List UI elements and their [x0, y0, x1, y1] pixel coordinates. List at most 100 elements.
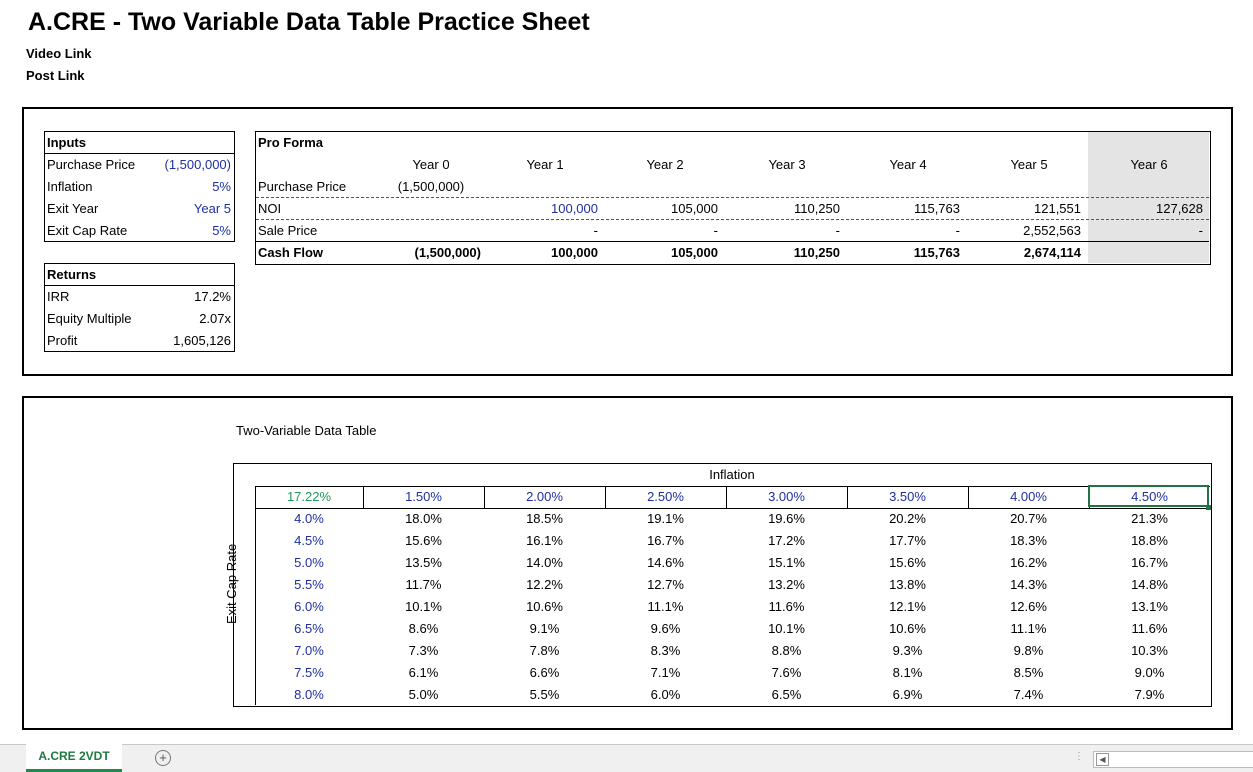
- irr-result-cell[interactable]: 7.3%: [408, 643, 439, 658]
- irr-result-cell[interactable]: 15.6%: [405, 533, 442, 548]
- irr-result-cell[interactable]: 9.3%: [892, 643, 923, 658]
- irr-result-cell[interactable]: 18.3%: [1010, 533, 1047, 548]
- irr-result-cell[interactable]: 15.6%: [889, 555, 926, 570]
- irr-result-cell[interactable]: 11.1%: [1010, 621, 1047, 636]
- irr-result-cell[interactable]: 8.6%: [408, 621, 439, 636]
- cap-rate-cell[interactable]: 4.5%: [294, 533, 324, 548]
- irr-result-cell[interactable]: 7.4%: [1013, 687, 1044, 702]
- irr-result-cell[interactable]: 11.1%: [647, 599, 684, 614]
- irr-result-cell[interactable]: 14.8%: [1131, 577, 1168, 592]
- video-link[interactable]: Video Link: [26, 46, 92, 61]
- datatable-title: Two-Variable Data Table: [236, 423, 377, 438]
- irr-result-cell[interactable]: 7.8%: [529, 643, 560, 658]
- irr-result-cell[interactable]: 18.8%: [1131, 533, 1168, 548]
- proforma-value: -: [713, 223, 718, 238]
- selected-cell: [1088, 485, 1209, 507]
- irr-result-cell[interactable]: 17.7%: [889, 533, 926, 548]
- inflation-axis-label: Inflation: [709, 467, 755, 482]
- irr-result-cell[interactable]: 6.1%: [408, 665, 439, 680]
- plus-circle-icon[interactable]: +: [155, 750, 171, 766]
- post-link[interactable]: Post Link: [26, 68, 85, 83]
- irr-result-cell[interactable]: 9.1%: [529, 621, 560, 636]
- irr-result-cell[interactable]: 15.1%: [768, 555, 805, 570]
- irr-result-cell[interactable]: 17.2%: [768, 533, 805, 548]
- cap-rate-cell[interactable]: 7.5%: [294, 665, 324, 680]
- irr-result-cell[interactable]: 6.6%: [529, 665, 560, 680]
- input-value[interactable]: Year 5: [193, 201, 231, 216]
- scroll-left-icon[interactable]: ◀: [1096, 753, 1109, 766]
- cashflow-rule: [256, 241, 1209, 242]
- cap-rate-cell[interactable]: 4.0%: [294, 511, 324, 526]
- input-value[interactable]: (1,500,000): [164, 157, 232, 172]
- cap-rate-cell[interactable]: 6.5%: [294, 621, 324, 636]
- input-value[interactable]: 5%: [212, 179, 231, 194]
- irr-result-cell[interactable]: 10.1%: [768, 621, 805, 636]
- irr-result-cell[interactable]: 13.1%: [1131, 599, 1168, 614]
- irr-result-cell[interactable]: 11.6%: [768, 599, 805, 614]
- irr-result-cell[interactable]: 9.8%: [1013, 643, 1044, 658]
- cap-rate-cell[interactable]: 8.0%: [294, 687, 324, 702]
- irr-result-cell[interactable]: 18.5%: [526, 511, 563, 526]
- irr-result-cell[interactable]: 20.7%: [1010, 511, 1047, 526]
- irr-result-cell[interactable]: 8.1%: [892, 665, 923, 680]
- cap-rate-cell[interactable]: 6.0%: [294, 599, 324, 614]
- irr-result-cell[interactable]: 12.6%: [1010, 599, 1047, 614]
- irr-result-cell[interactable]: 13.2%: [768, 577, 805, 592]
- input-label: Exit Cap Rate: [47, 223, 128, 238]
- irr-result-cell[interactable]: 11.7%: [405, 577, 442, 592]
- irr-result-cell[interactable]: 20.2%: [889, 511, 926, 526]
- proforma-header: Pro Forma: [258, 135, 324, 150]
- irr-result-cell[interactable]: 10.6%: [526, 599, 563, 614]
- cap-rate-cell[interactable]: 5.5%: [294, 577, 324, 592]
- irr-result-cell[interactable]: 11.6%: [1131, 621, 1168, 636]
- irr-result-cell[interactable]: 16.2%: [1010, 555, 1047, 570]
- irr-result-cell[interactable]: 9.0%: [1134, 665, 1165, 680]
- irr-result-cell[interactable]: 12.2%: [526, 577, 563, 592]
- inflation-header-cell[interactable]: 2.00%: [526, 489, 563, 504]
- horizontal-scrollbar[interactable]: ◀: [1093, 751, 1253, 768]
- input-value[interactable]: 5%: [212, 223, 231, 238]
- irr-result-cell[interactable]: 6.0%: [650, 687, 681, 702]
- irr-result-cell[interactable]: 19.6%: [768, 511, 805, 526]
- irr-result-cell[interactable]: 7.9%: [1134, 687, 1165, 702]
- irr-result-cell[interactable]: 9.6%: [650, 621, 681, 636]
- irr-result-cell[interactable]: 10.3%: [1131, 643, 1168, 658]
- irr-result-cell[interactable]: 16.7%: [1131, 555, 1168, 570]
- irr-result-cell[interactable]: 6.5%: [771, 687, 802, 702]
- irr-result-cell[interactable]: 8.8%: [771, 643, 802, 658]
- inflation-header-cell[interactable]: 1.50%: [405, 489, 442, 504]
- irr-result-cell[interactable]: 13.8%: [889, 577, 926, 592]
- irr-result-cell[interactable]: 5.5%: [529, 687, 560, 702]
- irr-result-cell[interactable]: 6.9%: [892, 687, 923, 702]
- irr-result-cell[interactable]: 5.0%: [408, 687, 439, 702]
- irr-result-cell[interactable]: 10.6%: [889, 621, 926, 636]
- irr-result-cell[interactable]: 10.1%: [405, 599, 442, 614]
- irr-result-cell[interactable]: 12.1%: [889, 599, 926, 614]
- irr-result-cell[interactable]: 16.1%: [526, 533, 563, 548]
- irr-result-cell[interactable]: 19.1%: [647, 511, 684, 526]
- irr-result-cell[interactable]: 16.7%: [647, 533, 684, 548]
- irr-result-cell[interactable]: 13.5%: [405, 555, 442, 570]
- sheet-tab-acre-2vdt[interactable]: A.CRE 2VDT: [26, 744, 122, 772]
- irr-result-cell[interactable]: 18.0%: [405, 511, 442, 526]
- irr-result-cell[interactable]: 7.6%: [771, 665, 802, 680]
- datatable-corner-formula[interactable]: 17.22%: [286, 489, 332, 504]
- cap-rate-cell[interactable]: 5.0%: [294, 555, 324, 570]
- irr-result-cell[interactable]: 14.0%: [526, 555, 563, 570]
- inflation-header-cell[interactable]: 4.50%: [1131, 489, 1168, 504]
- irr-result-cell[interactable]: 21.3%: [1131, 511, 1168, 526]
- cap-rate-cell[interactable]: 7.0%: [294, 643, 324, 658]
- irr-result-cell[interactable]: 14.6%: [647, 555, 684, 570]
- inflation-header-cell[interactable]: 2.50%: [647, 489, 684, 504]
- inflation-header-cell[interactable]: 3.50%: [889, 489, 926, 504]
- inflation-header-cell[interactable]: 3.00%: [768, 489, 805, 504]
- irr-result-cell[interactable]: 12.7%: [647, 577, 684, 592]
- irr-result-cell[interactable]: 8.3%: [650, 643, 681, 658]
- irr-result-cell[interactable]: 14.3%: [1010, 577, 1047, 592]
- proforma-value: 100,000: [551, 201, 598, 216]
- proforma-row-label: NOI: [258, 201, 282, 216]
- irr-result-cell[interactable]: 8.5%: [1013, 665, 1044, 680]
- irr-result-cell[interactable]: 7.1%: [650, 665, 681, 680]
- inflation-header-cell[interactable]: 4.00%: [1010, 489, 1047, 504]
- proforma-value: 2,674,114: [1023, 245, 1081, 260]
